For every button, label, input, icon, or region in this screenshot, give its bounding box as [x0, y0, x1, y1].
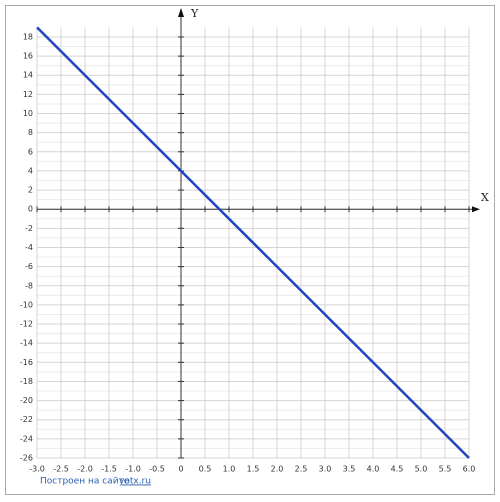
y-tick-label: 14	[23, 71, 33, 80]
x-tick-label: 2.0	[271, 465, 284, 474]
x-tick-label: 0	[178, 465, 183, 474]
y-tick-label: -8	[25, 281, 33, 290]
y-tick-label: -22	[20, 415, 33, 424]
y-axis-label: Y	[190, 7, 199, 20]
x-tick-label: -2.5	[53, 465, 69, 474]
x-tick-label: -1.0	[125, 465, 141, 474]
x-tick-label: -2.0	[77, 465, 93, 474]
y-tick-label: 4	[28, 166, 33, 175]
x-tick-label: -0.5	[149, 465, 165, 474]
y-tick-label: 12	[23, 90, 33, 99]
x-tick-label: 6.0	[463, 465, 476, 474]
y-tick-label: -14	[20, 339, 33, 348]
x-tick-label: 5.5	[439, 465, 452, 474]
data-line	[36, 26, 470, 459]
y-tick-label: 2	[28, 186, 33, 195]
footer-text: Построен на сайте	[40, 477, 130, 487]
x-tick-label: 2.5	[295, 465, 308, 474]
x-tick-label: -1.5	[101, 465, 117, 474]
y-tick-label: 0	[28, 205, 33, 214]
axes	[36, 8, 480, 459]
y-tick-label: -12	[20, 320, 33, 329]
x-tick-label: 1.0	[223, 465, 236, 474]
y-tick-label: 8	[28, 128, 33, 137]
y-tick-label: -26	[20, 454, 33, 463]
y-tick-label: -6	[25, 262, 33, 271]
x-tick-label: -3.0	[29, 465, 45, 474]
footer-link[interactable]: yotx.ru	[119, 477, 151, 487]
x-tick-label: 4.0	[367, 465, 380, 474]
y-axis-arrow	[178, 8, 184, 17]
x-tick-label: 3.5	[343, 465, 356, 474]
y-tick-label: 18	[23, 32, 33, 41]
y-tick-label: 10	[23, 109, 33, 118]
frame	[5, 5, 495, 495]
x-tick-label: 5.0	[415, 465, 428, 474]
x-axis-label: X	[481, 191, 489, 204]
grid	[36, 27, 470, 459]
y-tick-label: -20	[20, 396, 33, 405]
y-tick-label: -4	[25, 243, 33, 252]
y-tick-label: -10	[20, 300, 33, 309]
x-tick-label: 0.5	[199, 465, 212, 474]
x-tick-label: 3.0	[319, 465, 332, 474]
y-tick-label: 6	[28, 147, 33, 156]
y-tick-label: -24	[20, 434, 33, 443]
y-tick-label: -18	[20, 377, 33, 386]
x-axis-arrow	[472, 206, 480, 213]
y-tick-label: -16	[20, 358, 33, 367]
x-tick-label: 1.5	[247, 465, 260, 474]
y-tick-label: -2	[25, 224, 33, 233]
x-tick-label: 4.5	[391, 465, 404, 474]
y-tick-label: 16	[23, 52, 33, 61]
